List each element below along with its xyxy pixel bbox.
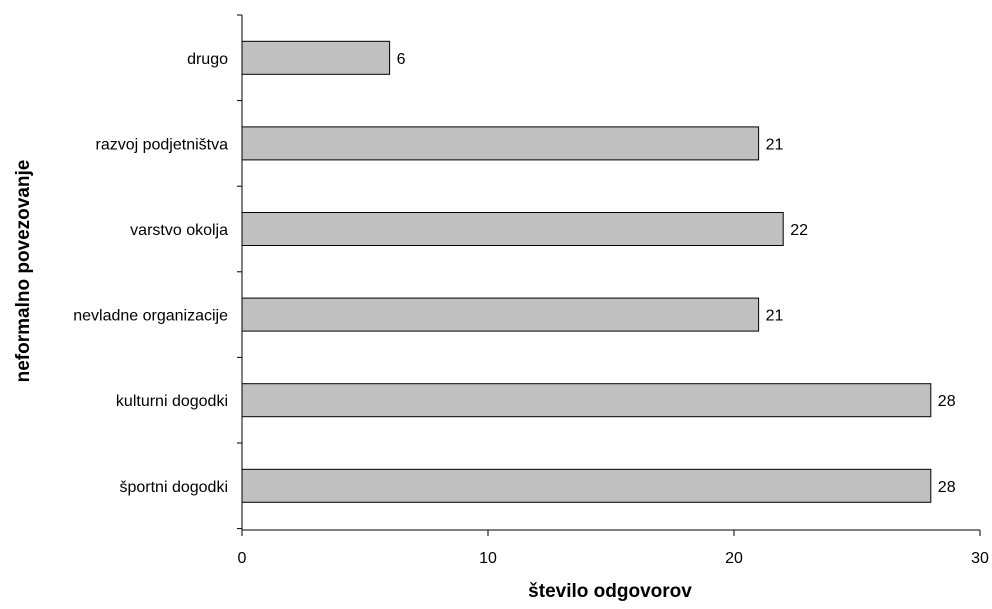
data-label: 28 xyxy=(938,393,956,410)
category-label: varstvo okolja xyxy=(130,222,228,239)
category-label: športni dogodki xyxy=(119,479,228,496)
y-axis-title: neformalno povezovanje xyxy=(13,160,34,383)
bars-layer xyxy=(241,40,932,503)
data-label: 21 xyxy=(766,136,784,153)
data-label: 22 xyxy=(790,222,808,239)
axes-layer xyxy=(237,14,981,536)
x-tick-label: 20 xyxy=(725,550,743,567)
bar xyxy=(241,40,391,75)
x-tick-label: 10 xyxy=(479,550,497,567)
category-label: drugo xyxy=(187,51,228,68)
data-label: 21 xyxy=(766,308,784,325)
data-label: 28 xyxy=(938,479,956,496)
bar xyxy=(241,212,784,246)
bar xyxy=(241,297,760,332)
category-label: nevladne organizacije xyxy=(73,308,228,325)
category-label: kulturni dogodki xyxy=(116,393,228,410)
x-tick-label: 30 xyxy=(971,550,989,567)
bar xyxy=(241,126,760,161)
bar xyxy=(241,468,932,503)
data-label: 6 xyxy=(397,51,406,68)
x-axis-title: število odgovorov xyxy=(528,581,692,602)
labels-layer: drugo 6 razvoj podjetništva 21 varstvo okolj… xyxy=(73,51,989,567)
category-label: razvoj podjetništva xyxy=(95,136,228,153)
x-tick-label: 0 xyxy=(238,550,247,567)
bar xyxy=(241,383,932,418)
